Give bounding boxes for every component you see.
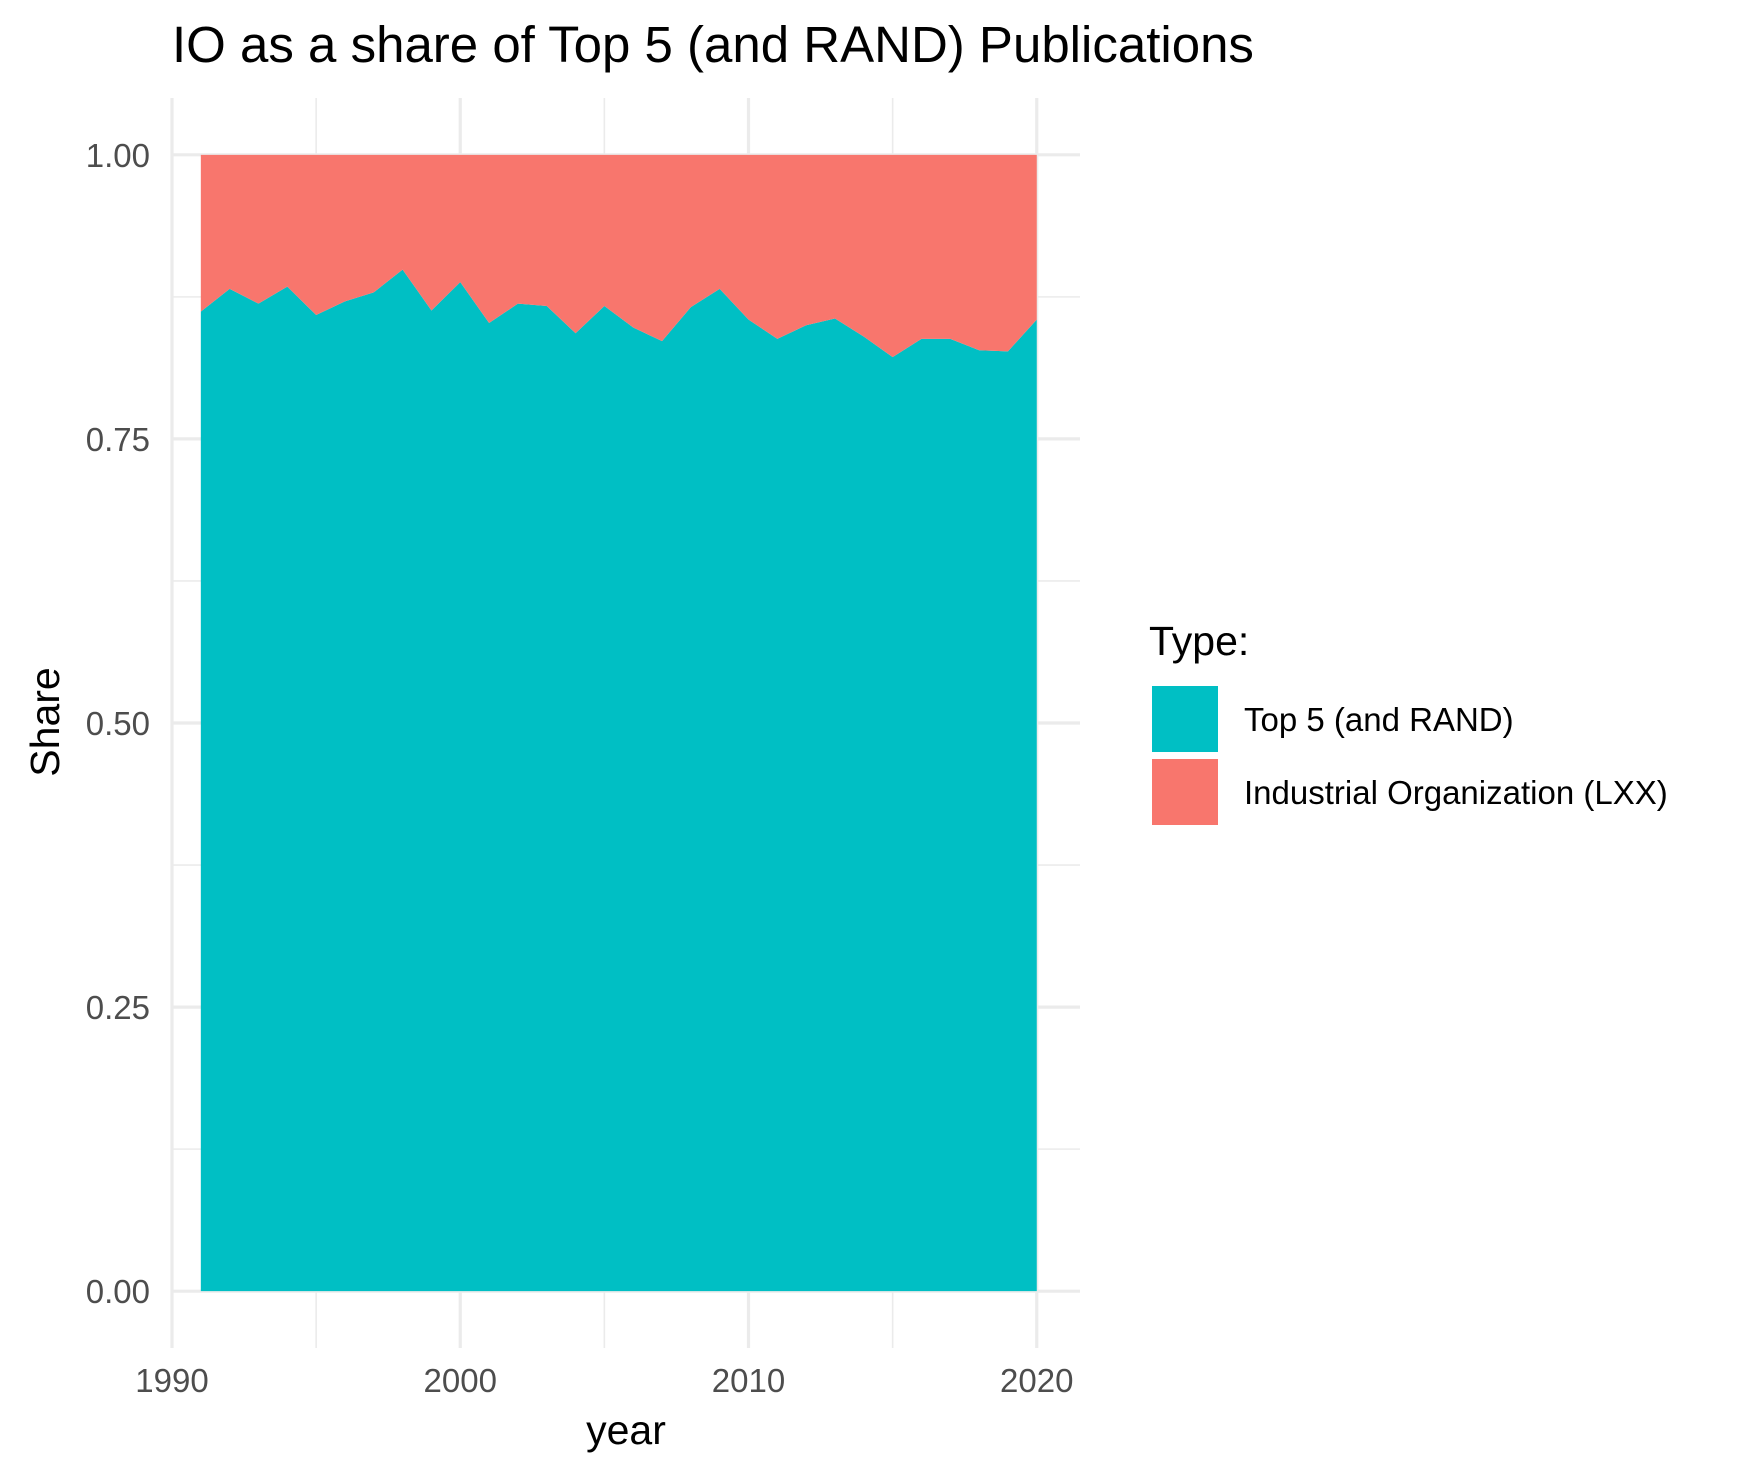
y-tick-label: 0.75 — [86, 421, 150, 458]
x-axis-ticks: 1990 2000 2010 2020 — [135, 1362, 1073, 1399]
x-tick-label: 1990 — [135, 1362, 208, 1399]
y-tick-label: 1.00 — [86, 137, 150, 174]
legend-swatch-top5 — [1152, 686, 1218, 752]
y-axis-title: Share — [22, 667, 68, 776]
y-axis-ticks: 0.00 0.25 0.50 0.75 1.00 — [86, 137, 150, 1310]
x-tick-label: 2020 — [1000, 1362, 1073, 1399]
legend-title: Type: — [1149, 618, 1249, 664]
area-layers — [200, 154, 1037, 1292]
y-tick-label: 0.00 — [86, 1273, 150, 1310]
y-tick-label: 0.50 — [86, 705, 150, 742]
legend: Type: Top 5 (and RAND) Industrial Organi… — [1149, 618, 1668, 825]
x-tick-label: 2010 — [712, 1362, 785, 1399]
x-tick-label: 2000 — [424, 1362, 497, 1399]
legend-swatch-io — [1152, 759, 1218, 825]
y-tick-label: 0.25 — [86, 989, 150, 1026]
chart-title: IO as a share of Top 5 (and RAND) Public… — [172, 16, 1254, 73]
legend-label-top5: Top 5 (and RAND) — [1244, 701, 1514, 738]
legend-label-io: Industrial Organization (LXX) — [1244, 774, 1668, 811]
area-series-1 — [200, 154, 1037, 358]
x-axis-title: year — [586, 1407, 666, 1453]
area-series-0 — [200, 269, 1037, 1292]
